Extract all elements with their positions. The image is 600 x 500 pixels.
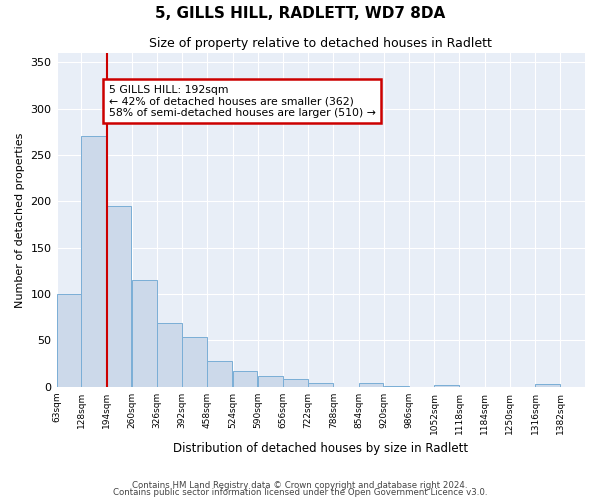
Title: Size of property relative to detached houses in Radlett: Size of property relative to detached ho… [149,38,492,51]
Bar [283,380,308,386]
Bar [182,336,207,386]
Bar [208,360,232,386]
Bar [359,383,383,386]
Bar [107,206,131,386]
X-axis label: Distribution of detached houses by size in Radlett: Distribution of detached houses by size … [173,442,469,455]
Bar [308,383,333,386]
Bar [56,294,82,386]
Bar [132,280,157,386]
Text: Contains HM Land Registry data © Crown copyright and database right 2024.: Contains HM Land Registry data © Crown c… [132,480,468,490]
Text: 5, GILLS HILL, RADLETT, WD7 8DA: 5, GILLS HILL, RADLETT, WD7 8DA [155,6,445,20]
Text: 5 GILLS HILL: 192sqm
← 42% of detached houses are smaller (362)
58% of semi-deta: 5 GILLS HILL: 192sqm ← 42% of detached h… [109,84,376,118]
Bar [157,322,182,386]
Text: Contains public sector information licensed under the Open Government Licence v3: Contains public sector information licen… [113,488,487,497]
Bar [434,385,459,386]
Y-axis label: Number of detached properties: Number of detached properties [15,132,25,308]
Bar [82,136,106,386]
Bar [233,371,257,386]
Bar [258,376,283,386]
Bar [535,384,560,386]
